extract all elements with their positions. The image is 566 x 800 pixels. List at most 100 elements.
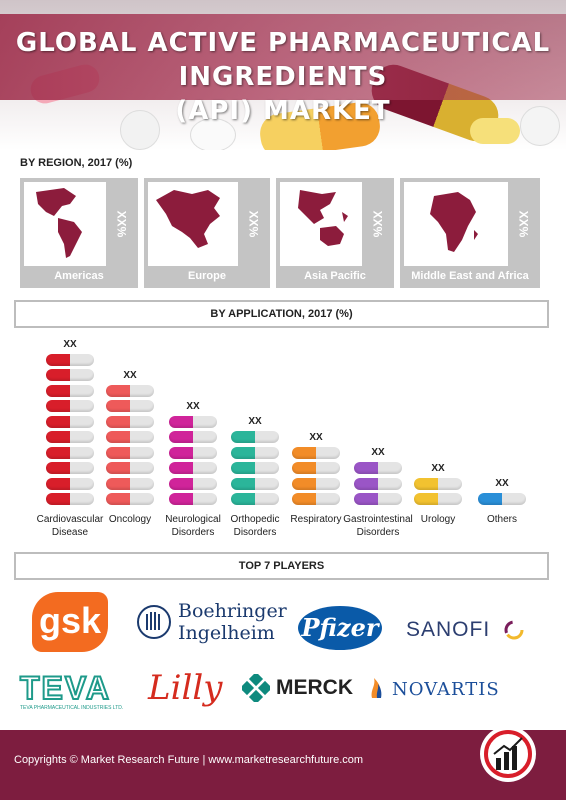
capsule xyxy=(354,462,402,474)
merck-emblem-icon xyxy=(242,674,270,702)
capsule xyxy=(169,462,217,474)
footer-copyright: Copyrights © Market Research Future | ww… xyxy=(14,754,364,766)
application-label-line-1: Respiratory xyxy=(290,514,342,525)
capsule xyxy=(106,462,154,474)
region-name: Europe xyxy=(188,270,226,282)
application-value: XX xyxy=(309,431,323,443)
capsule xyxy=(46,477,94,490)
application-capsule-chart: XX XX XX XX XX XX XX XX xyxy=(0,330,566,530)
region-name: Middle East and Africa xyxy=(411,270,529,282)
boehringer-emblem-icon xyxy=(137,605,171,639)
application-label: Oncology xyxy=(90,513,170,526)
capsule xyxy=(106,431,154,443)
application-label-line-2: Disease xyxy=(51,527,89,538)
application-section-title: BY APPLICATION, 2017 (%) xyxy=(14,300,549,328)
capsule xyxy=(46,369,94,381)
pill-decoration xyxy=(190,118,236,150)
capsule xyxy=(46,493,94,505)
merck-logo: MERCK xyxy=(242,674,353,702)
mrfr-logo-icon xyxy=(480,726,536,782)
capsule xyxy=(169,446,217,459)
application-value: XX xyxy=(248,416,262,427)
gsk-logo: gsk xyxy=(32,592,108,652)
application-label: Cardiovascular Disease xyxy=(30,513,110,539)
capsule xyxy=(46,415,94,428)
capsule xyxy=(106,477,154,490)
application-label-line-1: Oncology xyxy=(108,514,152,525)
novartis-flame-icon xyxy=(371,678,382,698)
application-value: XX xyxy=(123,369,137,381)
region-percentage: XX% xyxy=(510,182,536,266)
capsule xyxy=(46,431,94,443)
application-value: XX xyxy=(431,462,445,474)
capsule xyxy=(46,446,94,459)
page-title: GLOBAL ACTIVE PHARMACEUTICAL INGREDIENTS… xyxy=(0,26,566,128)
capsule xyxy=(106,493,154,505)
application-label: Orthopedic Disorders xyxy=(215,513,295,539)
application-label: Neurological Disorders xyxy=(153,513,233,539)
sanofi-logo: SANOFI xyxy=(406,618,526,644)
title-band xyxy=(0,14,566,100)
title-line-2: (API) MARKET xyxy=(175,96,391,126)
asia-pacific-map-icon xyxy=(298,190,348,246)
header-banner: GLOBAL ACTIVE PHARMACEUTICAL INGREDIENTS… xyxy=(0,0,566,150)
boehringer-line-1: Boehringer xyxy=(178,600,287,622)
region-map xyxy=(24,182,106,266)
application-label: Others xyxy=(462,513,542,526)
lilly-logo: Lilly xyxy=(148,666,228,710)
capsule xyxy=(231,462,279,474)
application-label-line-2: Disorders xyxy=(233,527,277,538)
application-label-line-1: Urology xyxy=(420,514,456,525)
region-percentage: XX% xyxy=(364,182,390,266)
region-percentage: XX% xyxy=(240,182,266,266)
lilly-logo-text: Lilly xyxy=(148,668,223,708)
capsule xyxy=(292,477,340,490)
region-card-asia-pacific: XX% Asia Pacific xyxy=(276,178,394,288)
application-label: Gastrointestinal Disorders xyxy=(338,513,418,539)
application-value: XX xyxy=(63,338,77,350)
region-section-label: BY REGION, 2017 (%) xyxy=(20,157,133,169)
application-label-line-1: Orthopedic xyxy=(230,514,280,525)
region-card-middle-east-africa: XX% Middle East and Africa xyxy=(400,178,540,288)
capsule xyxy=(106,384,154,397)
capsule xyxy=(169,415,217,428)
capsule xyxy=(169,477,217,490)
region-card-americas: XX% Americas xyxy=(20,178,138,288)
capsule xyxy=(231,446,279,459)
boehringer-ingelheim-logo: Boehringer Ingelheim xyxy=(136,600,287,646)
merck-logo-text: MERCK xyxy=(276,676,353,699)
region-map xyxy=(148,182,238,266)
capsule xyxy=(46,384,94,397)
sanofi-logo-text: SANOFI xyxy=(406,618,491,641)
pill-decoration xyxy=(520,106,560,146)
teva-logo: TEVA TEVA PHARMACEUTICAL INDUSTRIES LTD. xyxy=(19,671,130,712)
capsule xyxy=(106,400,154,412)
players-section-title: TOP 7 PLAYERS xyxy=(14,552,549,580)
application-label-line-1: Cardiovascular xyxy=(36,514,104,525)
pfizer-logo-text: Pfizer xyxy=(301,613,379,642)
application-value: XX xyxy=(495,478,509,489)
novartis-logo-text: NOVARTIS xyxy=(392,679,500,700)
application-label: Urology xyxy=(398,513,478,526)
capsule xyxy=(169,431,217,443)
capsule xyxy=(414,493,462,505)
americas-map-icon xyxy=(36,188,82,258)
region-name: Americas xyxy=(54,270,104,282)
capsule xyxy=(292,493,340,505)
pill-decoration xyxy=(120,110,160,150)
pill-decoration xyxy=(470,118,520,144)
region-card-europe: XX% Europe xyxy=(144,178,270,288)
region-name: Asia Pacific xyxy=(304,270,366,282)
africa-map-icon xyxy=(430,192,478,252)
capsule xyxy=(106,446,154,459)
capsule xyxy=(414,477,462,490)
capsule xyxy=(231,431,279,443)
region-map xyxy=(280,182,362,266)
capsule xyxy=(46,353,94,366)
capsule xyxy=(354,477,402,490)
gsk-logo-text: gsk xyxy=(38,600,102,641)
capsule xyxy=(231,493,279,505)
application-label-line-2: Disorders xyxy=(356,527,400,538)
capsule xyxy=(46,400,94,412)
application-label: Respiratory xyxy=(276,513,356,526)
